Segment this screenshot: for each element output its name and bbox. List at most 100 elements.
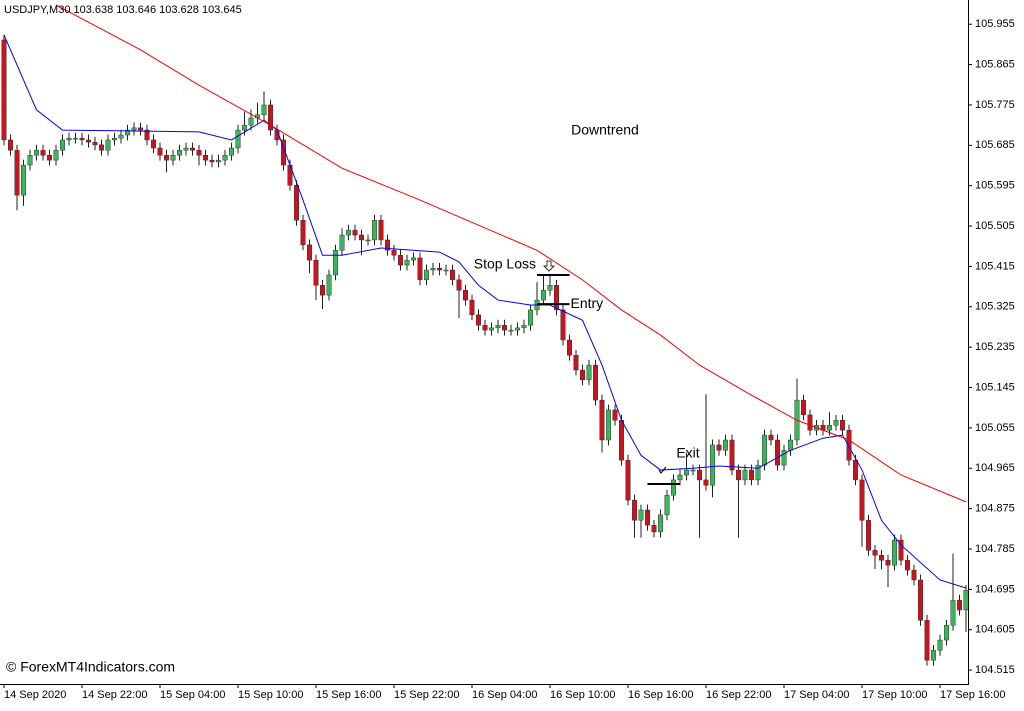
x-tick-label: 16 Sep 22:00 — [706, 689, 771, 701]
arrow-icon — [543, 260, 555, 272]
candle-body — [430, 268, 436, 271]
candle-body — [658, 514, 664, 533]
candle-body — [645, 509, 651, 526]
candle-body — [411, 257, 417, 261]
candle-body — [150, 139, 156, 149]
candle-body — [85, 139, 91, 143]
y-tick-label: 104.695 — [975, 583, 1015, 595]
candle-body — [950, 599, 956, 626]
x-tick-label: 15 Sep 16:00 — [316, 689, 381, 701]
y-tick-label: 105.325 — [975, 301, 1015, 313]
candle-body — [105, 139, 111, 151]
x-tick-label: 16 Sep 10:00 — [550, 689, 615, 701]
candle-body — [690, 469, 696, 472]
candle-body — [372, 220, 378, 241]
x-tick-label: 16 Sep 04:00 — [472, 689, 537, 701]
candle-body — [853, 459, 859, 481]
candle-body — [183, 147, 189, 151]
candle-body — [124, 129, 130, 136]
candle-body — [775, 439, 781, 466]
candle-body — [118, 134, 124, 139]
candle-body — [339, 234, 345, 251]
x-tick-label: 15 Sep 04:00 — [160, 689, 225, 701]
candle-body — [560, 309, 566, 341]
candle-body — [215, 159, 221, 163]
candle-body — [677, 474, 683, 481]
candle-body — [827, 425, 833, 431]
candle-body — [703, 479, 709, 486]
candle-body — [931, 650, 937, 661]
candle-body — [456, 279, 462, 291]
candle-body — [47, 154, 53, 161]
candle-body — [671, 479, 677, 496]
y-tick-label: 104.785 — [975, 543, 1015, 555]
candle-body — [599, 399, 605, 441]
candle-body — [528, 309, 534, 326]
candle-body — [346, 229, 352, 236]
candle-body — [593, 364, 599, 401]
candle-body — [651, 525, 657, 533]
candle-body — [365, 239, 371, 242]
candle-body — [443, 269, 449, 272]
candle-body — [196, 150, 202, 156]
candle-body — [404, 259, 410, 266]
candle-body — [508, 329, 514, 332]
candle-body — [495, 324, 501, 329]
candle-body — [228, 147, 234, 156]
candle-body — [924, 620, 930, 661]
candle-body — [40, 150, 46, 156]
candle-body — [911, 569, 917, 581]
candle-body — [736, 469, 742, 481]
candle-body — [807, 414, 813, 431]
candle-body — [359, 234, 365, 241]
candle-body — [333, 250, 339, 276]
candle-body — [391, 250, 397, 256]
candle-body — [502, 324, 508, 331]
candle-body — [14, 150, 20, 196]
candle-body — [437, 268, 443, 271]
candle-body — [521, 324, 527, 329]
candle-body — [918, 579, 924, 621]
candle-body — [268, 104, 274, 131]
candle-body — [515, 327, 521, 331]
candle-body — [554, 285, 560, 311]
candle-body — [944, 625, 950, 641]
candle-body — [632, 499, 638, 521]
level-label: Exit — [676, 445, 699, 461]
candle-body — [27, 154, 33, 166]
candle-body — [352, 229, 358, 236]
x-tick-label: 16 Sep 16:00 — [628, 689, 693, 701]
candle-body — [840, 420, 846, 431]
candle-body — [300, 220, 306, 246]
y-tick-label: 104.875 — [975, 503, 1015, 515]
candle-body — [664, 494, 670, 516]
candle-body — [963, 590, 968, 611]
x-tick-label: 17 Sep 16:00 — [940, 689, 1005, 701]
candle-body — [482, 324, 488, 331]
candle-body — [163, 154, 169, 161]
x-tick-label: 17 Sep 04:00 — [784, 689, 849, 701]
candle-body — [586, 364, 592, 381]
candle-body — [209, 159, 215, 163]
candle-body — [66, 137, 72, 141]
candle-body — [580, 369, 586, 381]
y-tick-label: 105.235 — [975, 341, 1015, 353]
y-tick-label: 104.515 — [975, 664, 1015, 676]
candle-body — [450, 269, 456, 281]
candle-body — [72, 137, 78, 140]
x-tick-label: 15 Sep 10:00 — [238, 689, 303, 701]
candle-body — [417, 257, 423, 281]
candle-body — [885, 560, 891, 566]
candle-body — [137, 127, 143, 131]
candle-body — [625, 459, 631, 501]
candle-body — [79, 137, 85, 141]
candle-body — [638, 509, 644, 521]
candle-body — [872, 550, 878, 556]
candle-body — [716, 444, 722, 451]
candle-body — [489, 327, 495, 331]
candle-body — [7, 139, 13, 151]
candle-body — [892, 539, 898, 566]
candle-body — [307, 244, 313, 261]
candle-body — [469, 299, 475, 316]
